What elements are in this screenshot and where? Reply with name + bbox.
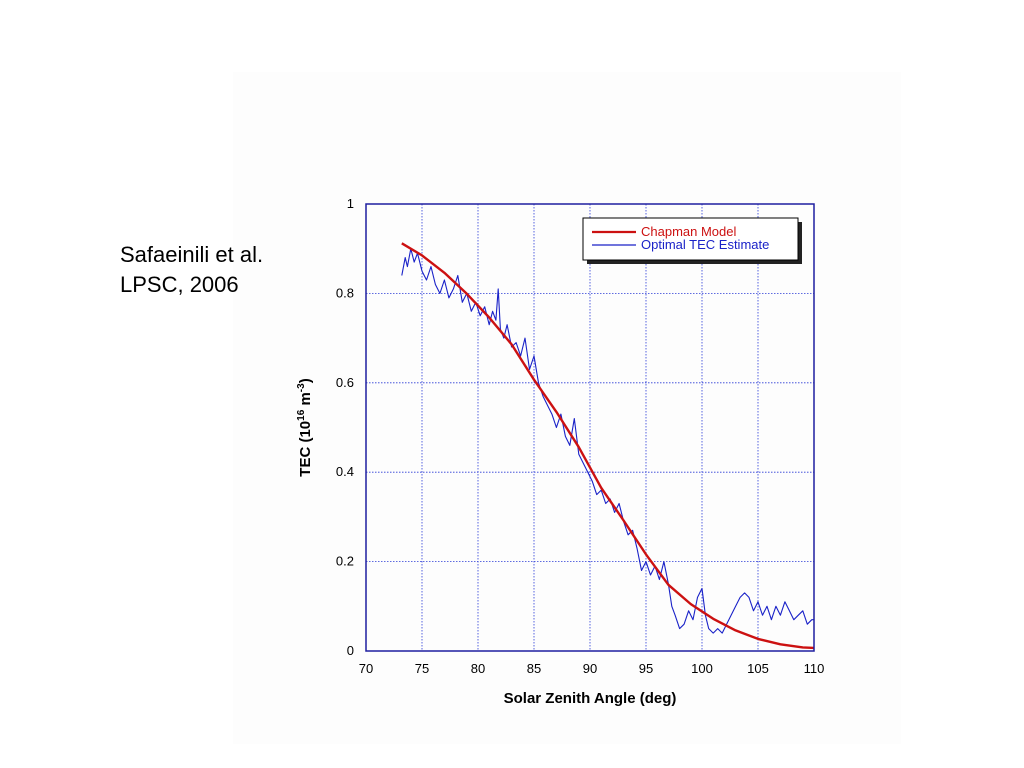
x-tick-label: 100: [691, 661, 713, 676]
y-tick-label: 0.8: [336, 285, 354, 300]
series: [401, 242, 815, 650]
x-tick-label: 85: [527, 661, 541, 676]
legend-label-estimate: Optimal TEC Estimate: [641, 237, 769, 252]
citation-venue: LPSC, 2006: [120, 272, 239, 297]
figure-panel: [233, 72, 901, 744]
y-label-exp2: -3: [296, 383, 307, 392]
citation: Safaeinili et al. LPSC, 2006: [120, 240, 263, 300]
y-tick-label: 0.6: [336, 375, 354, 390]
y-tick-label: 0.2: [336, 554, 354, 569]
legend-box: [582, 217, 799, 261]
x-tick-label: 80: [471, 661, 485, 676]
y-label-suffix: ): [297, 378, 314, 383]
x-axis-label: Solar Zenith Angle (deg): [504, 690, 677, 707]
x-tick-label: 105: [747, 661, 769, 676]
y-label-unit: m: [297, 392, 314, 410]
y-axis-label: TEC (1016 m-3): [296, 378, 314, 476]
legend: Chapman Model Optimal TEC Estimate: [582, 217, 802, 264]
x-tick-label: 90: [583, 661, 597, 676]
x-tick-label: 70: [359, 661, 373, 676]
x-tick-label: 95: [639, 661, 653, 676]
citation-authors: Safaeinili et al.: [120, 242, 264, 267]
tick-labels: 70 75 80 85 90 95 100 105 110 0 0.2 0.4 0.6 0.8 1: [336, 196, 824, 676]
y-tick-label: 0.4: [336, 464, 354, 479]
y-label-exp1: 16: [296, 409, 307, 421]
y-label-prefix: TEC (10: [297, 421, 314, 477]
series-line-chapman-model: [401, 242, 815, 650]
y-tick-label: 1: [347, 196, 354, 211]
x-tick-label: 75: [415, 661, 429, 676]
plot-frame: [365, 203, 815, 652]
legend-label-chapman: Chapman Model: [641, 224, 736, 239]
grid: [366, 204, 814, 651]
x-tick-label: 110: [804, 661, 825, 676]
series-line-optimal-tec-estimate: [401, 248, 814, 634]
y-tick-label: 0: [347, 643, 354, 658]
